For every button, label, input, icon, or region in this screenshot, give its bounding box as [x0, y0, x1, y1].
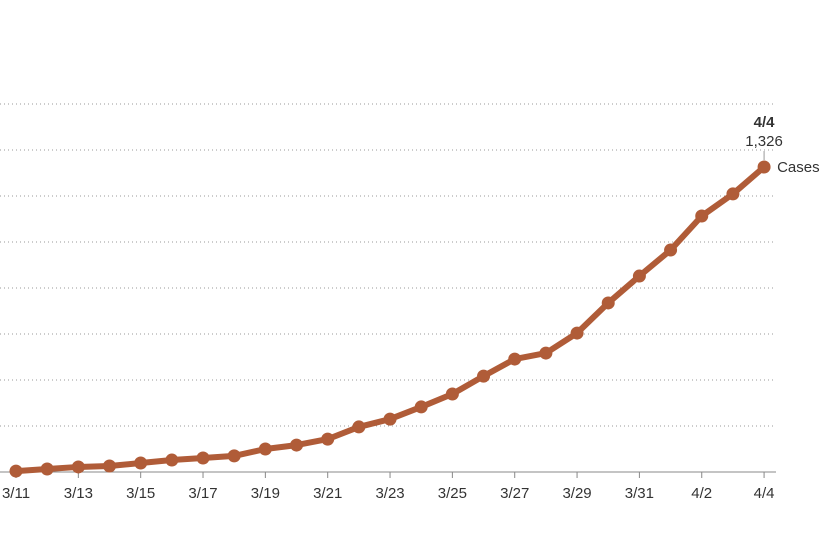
x-tick-label: 3/13	[64, 485, 93, 502]
data-point	[383, 412, 397, 426]
x-tick-label: 3/19	[251, 485, 280, 502]
data-point	[134, 456, 148, 470]
x-tick-label: 3/21	[313, 485, 342, 502]
x-tick-label: 3/11	[2, 485, 30, 502]
data-point	[477, 369, 491, 383]
x-tick-label: 3/23	[375, 485, 404, 502]
x-tick-label: 3/27	[500, 485, 529, 502]
x-tick-label: 4/4	[754, 485, 775, 502]
value-label: 1,326	[745, 133, 783, 150]
data-point	[352, 420, 366, 434]
x-tick-label: 3/17	[188, 485, 217, 502]
data-point	[445, 387, 459, 401]
data-point	[601, 296, 615, 310]
data-point	[414, 400, 428, 414]
x-tick-label: 3/31	[625, 485, 654, 502]
x-tick-label: 4/2	[691, 485, 712, 502]
data-point	[726, 187, 740, 201]
data-point	[632, 269, 646, 283]
data-point	[570, 326, 584, 340]
data-point	[290, 438, 304, 452]
data-point	[9, 464, 23, 478]
data-point	[103, 459, 117, 473]
data-point	[71, 460, 85, 474]
data-point	[258, 442, 272, 456]
data-point	[40, 462, 54, 476]
data-point	[321, 432, 335, 446]
annotation-date: 4/4	[754, 114, 776, 131]
x-tick-label: 3/15	[126, 485, 155, 502]
data-point	[757, 160, 771, 174]
data-point	[165, 453, 179, 467]
data-point	[695, 209, 709, 223]
x-tick-label: 3/29	[562, 485, 591, 502]
legend-label: Cases	[777, 159, 820, 176]
data-point	[664, 243, 678, 257]
data-point	[196, 451, 210, 465]
x-tick-label: 3/25	[438, 485, 467, 502]
data-point	[539, 346, 553, 360]
data-point	[508, 352, 522, 366]
data-point	[227, 449, 241, 463]
